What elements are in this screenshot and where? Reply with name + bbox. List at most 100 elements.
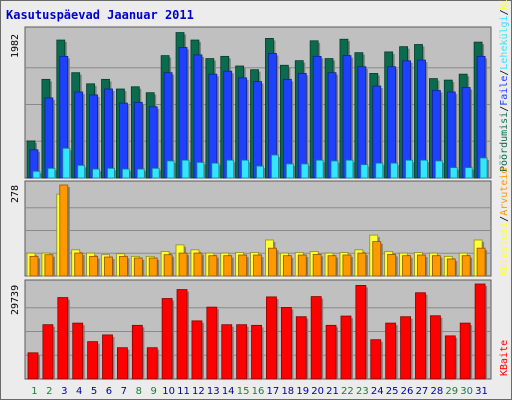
- day-label: 13: [207, 386, 220, 397]
- bar-hosts: [312, 253, 322, 277]
- bar-files: [446, 91, 456, 179]
- bar-files: [104, 88, 113, 179]
- bar-files: [148, 106, 158, 179]
- bar-pages: [256, 165, 264, 179]
- day-label: 30: [460, 386, 473, 397]
- bar-files: [461, 87, 471, 179]
- bar-kbytes: [131, 324, 143, 380]
- bar-hosts: [431, 255, 441, 277]
- bar-hosts: [29, 255, 39, 277]
- bar-hosts: [59, 184, 69, 277]
- legend-item: Arvuteid: [499, 168, 510, 216]
- ymax-top-label: 1982: [10, 34, 21, 58]
- bar-hosts: [104, 256, 113, 277]
- legend-top: Pöördumisi/Faile/Lehekülgi/Külastusi: [499, 0, 510, 172]
- chart-title: Kasutuspäevad Jaanuar 2011: [6, 8, 194, 22]
- bar-pages: [360, 164, 369, 179]
- ymax-bot-label: 29739: [10, 285, 21, 315]
- bar-pages: [122, 168, 130, 179]
- day-label: 18: [281, 386, 294, 397]
- bar-kbytes: [72, 322, 84, 380]
- bar-pages: [345, 159, 354, 179]
- bar-kbytes: [117, 347, 128, 380]
- day-label: 24: [371, 386, 384, 397]
- bar-pages: [92, 168, 101, 179]
- day-label: 28: [430, 386, 443, 397]
- bar-pages: [405, 159, 413, 179]
- bar-pages: [390, 162, 399, 179]
- day-label: 20: [311, 386, 324, 397]
- legend-item: /: [499, 70, 510, 76]
- bar-kbytes: [280, 307, 292, 380]
- bar-hosts: [387, 253, 397, 277]
- legend-item: Külastusi: [499, 0, 510, 9]
- day-axis-labels: 1 2 3 4 5 6 7 8 9 10 11 12 13 14 15 16 17 18 19 20 21 22 23 24 2…: [31, 386, 488, 397]
- bar-kbytes: [161, 298, 173, 380]
- bar-hosts: [193, 252, 203, 277]
- bar-hosts: [268, 247, 277, 277]
- bar-kbytes: [191, 320, 203, 380]
- bar-hosts: [119, 255, 128, 277]
- bar-kbytes: [459, 322, 471, 380]
- legend-bottom: KBaite: [499, 340, 510, 376]
- bar-files: [178, 47, 188, 179]
- bar-files: [297, 73, 307, 179]
- bar-kbytes: [474, 283, 486, 380]
- legend-item: /: [499, 216, 510, 222]
- bar-files: [357, 66, 367, 179]
- panel-visits-hosts: [24, 180, 492, 277]
- bar-hosts: [148, 257, 158, 277]
- bar-kbytes: [176, 289, 188, 380]
- legend-mid: Külastusi/Arvuteid: [499, 168, 510, 276]
- bar-files: [387, 66, 397, 179]
- bar-kbytes: [310, 296, 322, 380]
- bar-pages: [241, 159, 250, 179]
- bar-files: [208, 73, 218, 179]
- legend-item: Faile: [499, 76, 510, 106]
- bar-pages: [77, 164, 86, 179]
- bar-kbytes: [429, 315, 441, 380]
- day-label: 23: [356, 386, 369, 397]
- bar-pages: [181, 159, 190, 179]
- bar-kbytes: [102, 334, 113, 380]
- day-label: 6: [106, 386, 112, 397]
- bar-pages: [107, 167, 115, 179]
- bar-hosts: [238, 254, 248, 277]
- day-label: 31: [475, 386, 488, 397]
- legend-text: Külastusi/Arvuteid: [499, 168, 510, 276]
- bar-hosts: [163, 254, 173, 277]
- bar-pages: [32, 170, 41, 179]
- day-label: 14: [222, 386, 235, 397]
- day-label: 9: [150, 386, 156, 397]
- legend-item: KBaite: [499, 340, 510, 376]
- bar-files: [312, 55, 322, 179]
- bar-pages: [449, 167, 458, 179]
- bar-files: [193, 54, 203, 179]
- bar-hosts: [282, 255, 292, 277]
- bar-pages: [464, 167, 473, 179]
- bar-hosts: [417, 254, 426, 277]
- bar-kbytes: [251, 324, 262, 380]
- day-label: 5: [91, 386, 97, 397]
- bar-files: [89, 94, 99, 179]
- bar-hosts: [223, 255, 233, 277]
- bar-hosts: [297, 254, 307, 277]
- bar-pages: [434, 160, 443, 179]
- bar-kbytes: [325, 324, 337, 380]
- day-label: 26: [401, 386, 414, 397]
- bar-kbytes: [27, 352, 39, 380]
- bar-hosts: [253, 254, 262, 277]
- day-label: 22: [341, 386, 354, 397]
- bar-pages: [136, 168, 145, 179]
- bar-hosts: [178, 252, 188, 277]
- bar-files: [133, 101, 143, 179]
- bar-pages: [196, 162, 205, 179]
- bar-hosts: [357, 252, 367, 277]
- bar-hosts: [446, 258, 456, 277]
- bar-kbytes: [206, 306, 218, 380]
- day-label: 8: [136, 386, 142, 397]
- bar-pages: [47, 167, 56, 179]
- bar-hosts: [342, 254, 352, 277]
- bar-pages: [375, 162, 384, 179]
- bar-pages: [151, 167, 160, 179]
